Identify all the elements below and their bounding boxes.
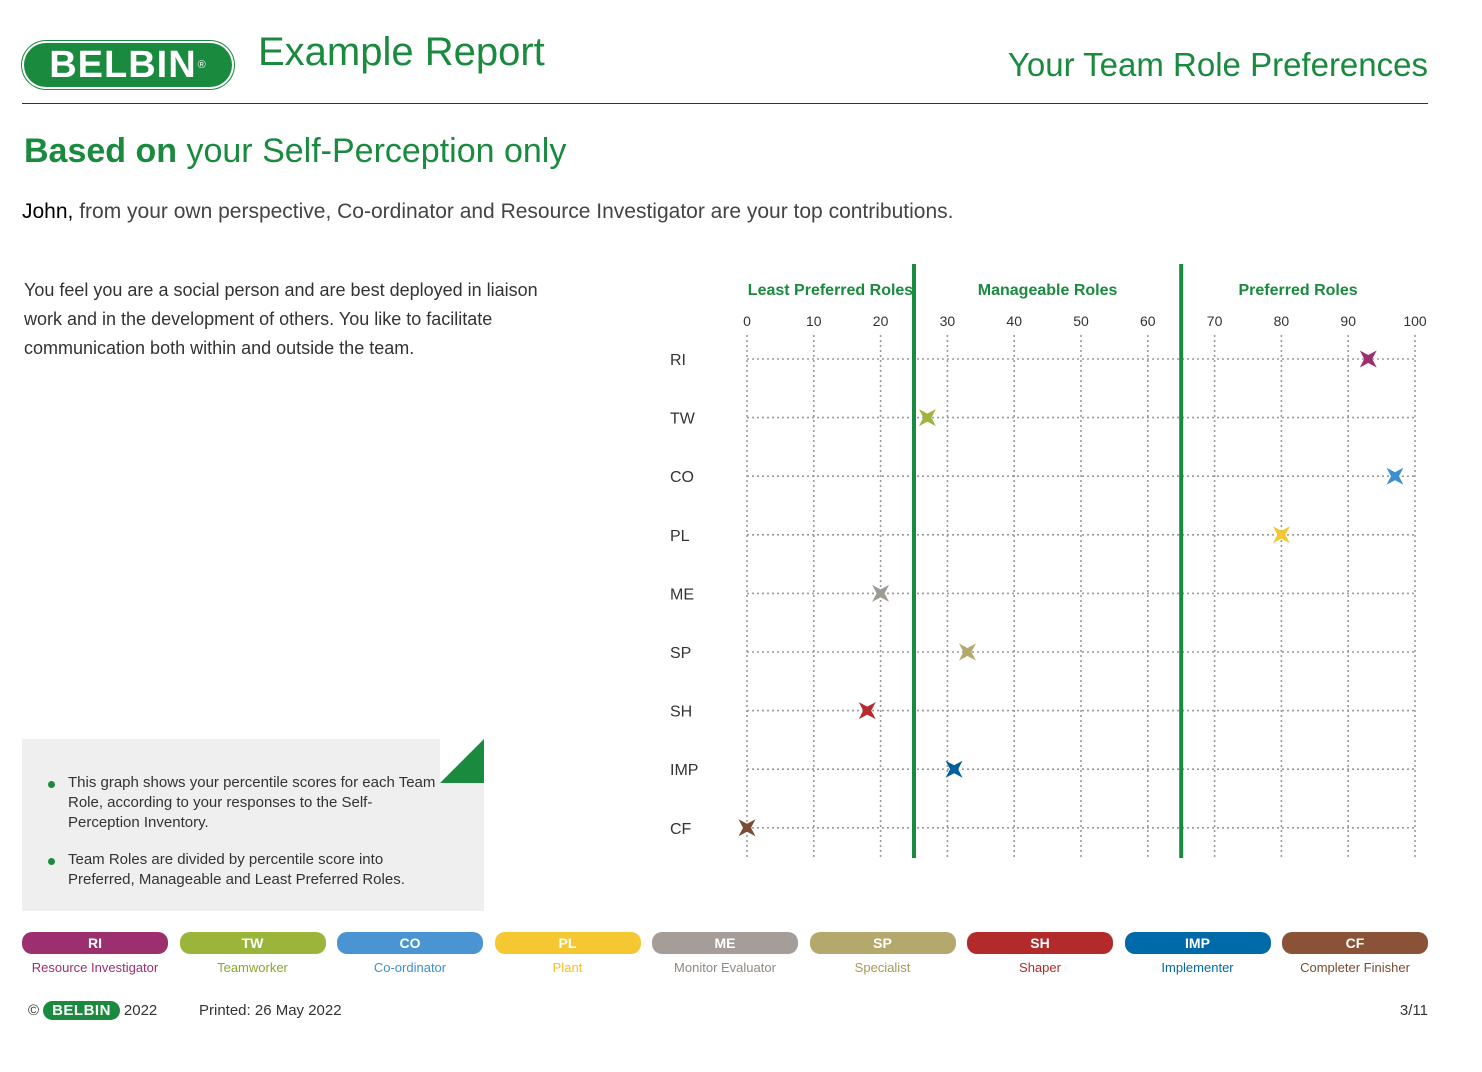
- legend-code-pill: SP: [809, 932, 956, 954]
- legend-role-name: Completer Finisher: [1300, 960, 1410, 975]
- footer-year: 2022: [123, 1002, 158, 1019]
- data-point-star-pl: [1272, 526, 1290, 544]
- legend-item-ri: RI Resource Investigator: [22, 932, 168, 982]
- data-point-star-me: [872, 584, 890, 602]
- x-tick-label: 90: [1340, 313, 1356, 329]
- note-text: Team Roles are divided by percentile sco…: [68, 851, 405, 888]
- legend-code-pill: CF: [1282, 932, 1428, 954]
- role-label-co: CO: [670, 469, 694, 486]
- legend-item-imp: IMP Implementer: [1124, 932, 1271, 982]
- legend-role-name: Implementer: [1161, 960, 1234, 975]
- data-point-star-ri: [1359, 350, 1377, 368]
- legend-code-pill: PL: [494, 932, 641, 954]
- data-point-star-co: [1386, 467, 1404, 485]
- legend-item-sp: SP Specialist: [809, 932, 956, 982]
- legend-code-pill: TW: [179, 932, 326, 954]
- data-point-star-sp: [959, 643, 976, 661]
- footer-printed-date: Printed: 26 May 2022: [199, 1002, 342, 1019]
- role-label-sp: SP: [670, 645, 691, 662]
- zone-label: Manageable Roles: [978, 282, 1118, 299]
- report-title: Example Report: [258, 30, 545, 74]
- legend-role-name: Specialist: [854, 960, 911, 975]
- legend-role-name: Monitor Evaluator: [674, 960, 776, 975]
- role-label-sh: SH: [670, 704, 692, 721]
- x-tick-label: 50: [1073, 313, 1089, 329]
- user-name: John,: [22, 200, 74, 223]
- x-tick-label: 30: [940, 313, 956, 329]
- legend-role-name: Plant: [552, 960, 583, 975]
- legend-item-sh: SH Shaper: [967, 932, 1113, 982]
- legend-item-pl: PL Plant: [494, 932, 641, 982]
- x-tick-label: 40: [1006, 313, 1022, 329]
- data-point-star-sh: [858, 702, 876, 720]
- bullet-dot-icon: [48, 858, 55, 865]
- legend-code-pill: IMP: [1124, 932, 1271, 954]
- logo-text: BELBIN: [49, 43, 197, 86]
- legend-role-name: Shaper: [1019, 960, 1061, 975]
- x-tick-label: 80: [1274, 313, 1290, 329]
- belbin-logo: BELBIN ®: [22, 41, 234, 89]
- note-bullet: This graph shows your percentile scores …: [46, 773, 436, 833]
- legend-code-pill: SH: [967, 932, 1113, 954]
- x-tick-label: 70: [1207, 313, 1223, 329]
- x-tick-label: 100: [1403, 313, 1427, 329]
- x-tick-label: 20: [873, 313, 889, 329]
- subtitle-rest: your Self-Perception only: [177, 132, 567, 170]
- section-title: Your Team Role Preferences: [1007, 46, 1428, 83]
- subtitle-bold: Based on: [24, 132, 178, 170]
- footer-logo: BELBIN: [43, 1001, 120, 1020]
- copyright-symbol: ©: [28, 1002, 40, 1019]
- data-point-star-cf: [738, 819, 756, 837]
- note-bullet: Team Roles are divided by percentile sco…: [46, 850, 436, 890]
- legend-item-cf: CF Completer Finisher: [1282, 932, 1428, 982]
- lead-sentence: John, from your own perspective, Co-ordi…: [22, 200, 953, 224]
- info-note: This graph shows your percentile scores …: [22, 739, 484, 911]
- legend-code-pill: ME: [652, 932, 798, 954]
- data-point-star-imp: [945, 760, 963, 778]
- x-tick-label: 60: [1140, 313, 1156, 329]
- legend-role-name: Co-ordinator: [373, 960, 447, 975]
- legend-code-pill: CO: [337, 932, 483, 954]
- data-point-star-tw: [918, 409, 936, 427]
- team-role-legend: RI Resource Investigator TW Teamworker CO Co-…: [22, 932, 1432, 982]
- team-role-chart: 0 10 20 30 40 50 60 70 80 90 100 Least Preferred Ro…: [670, 264, 1427, 858]
- role-description: You feel you are a social person and are…: [24, 280, 538, 358]
- role-label-imp: IMP: [670, 762, 698, 779]
- zone-label: Least Preferred Roles: [748, 282, 914, 299]
- header-divider: [22, 103, 1428, 104]
- page-number: 3/11: [1399, 1002, 1428, 1019]
- x-tick-label: 0: [743, 313, 751, 329]
- role-label-me: ME: [670, 586, 694, 603]
- role-label-ri: RI: [670, 352, 686, 369]
- bullet-dot-icon: [48, 781, 55, 788]
- note-list: This graph shows your percentile scores …: [46, 773, 436, 907]
- note-text: This graph shows your percentile scores …: [68, 774, 436, 831]
- footer-copyright: © BELBIN 2022: [28, 1001, 157, 1020]
- role-label-pl: PL: [670, 528, 690, 545]
- note-corner-cut: [440, 739, 484, 783]
- zone-label: Preferred Roles: [1239, 282, 1358, 299]
- role-label-tw: TW: [670, 411, 696, 428]
- legend-code-pill: RI: [22, 932, 168, 954]
- legend-role-name: Resource Investigator: [31, 960, 159, 975]
- x-tick-label: 10: [806, 313, 822, 329]
- lead-text: from your own perspective, Co-ordinator …: [73, 200, 954, 223]
- role-label-cf: CF: [670, 821, 692, 838]
- legend-item-co: CO Co-ordinator: [337, 932, 483, 982]
- legend-item-me: ME Monitor Evaluator: [652, 932, 798, 982]
- registered-mark: ®: [197, 59, 207, 71]
- legend-item-tw: TW Teamworker: [179, 932, 326, 982]
- page-subtitle: Based on your Self-Perception only: [24, 132, 566, 171]
- legend-role-name: Teamworker: [217, 960, 288, 975]
